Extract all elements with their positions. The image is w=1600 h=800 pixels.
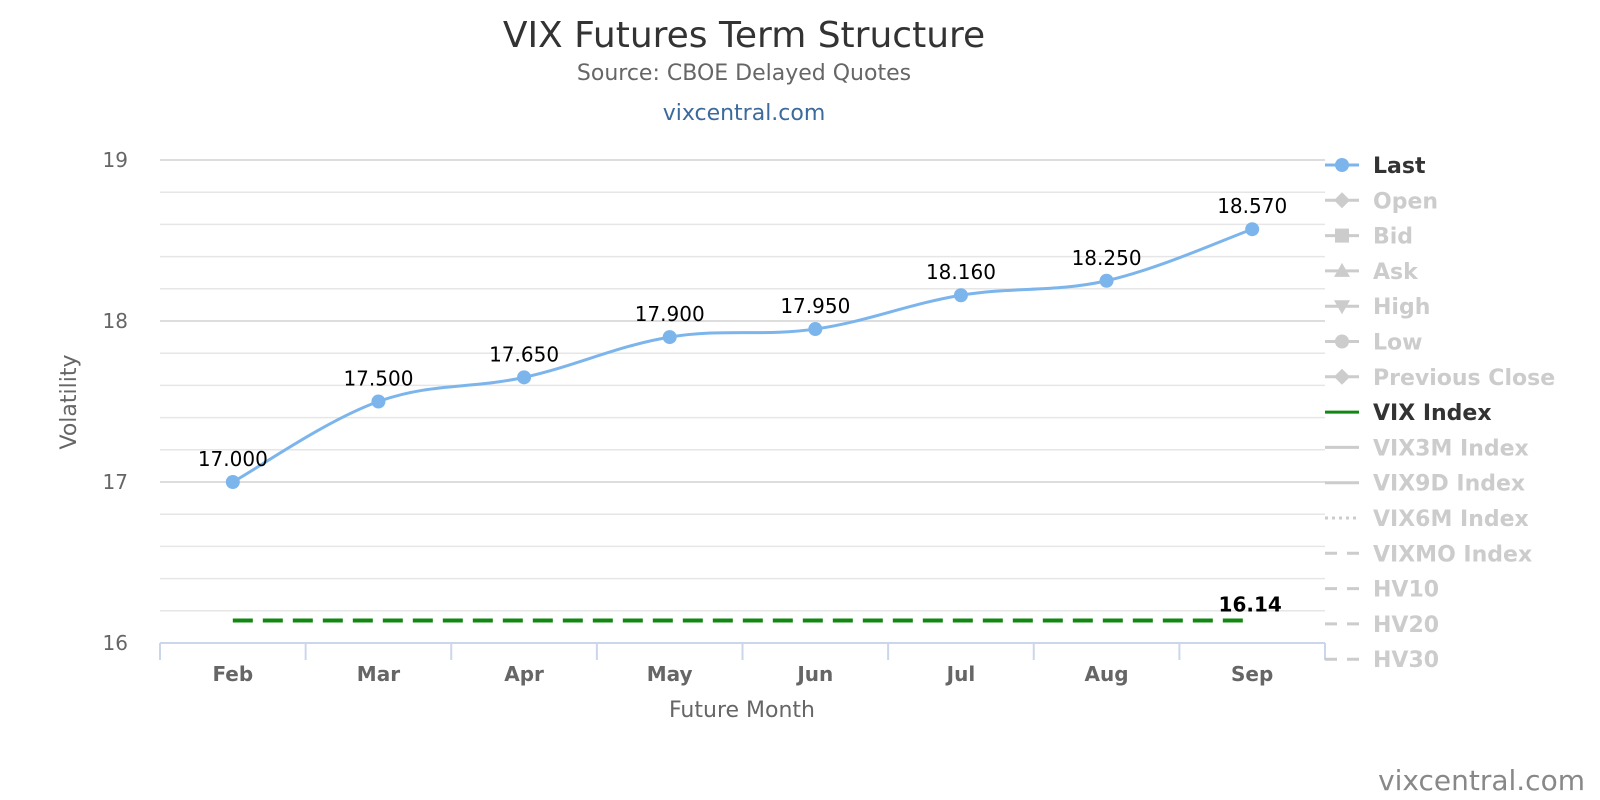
chart-title: VIX Futures Term Structure [503,15,985,56]
legend-item[interactable]: Ask [1325,260,1419,285]
legend-label: Bid [1373,225,1413,250]
legend-item[interactable]: Low [1325,331,1422,356]
last-data-point[interactable] [225,475,240,489]
y-tick-label: 17 [103,470,128,494]
y-tick-label: 18 [103,309,128,333]
x-tick-label: Feb [212,662,253,686]
legend-label: HV30 [1373,648,1439,673]
x-tick-label: Sep [1231,662,1273,686]
last-data-label: 17.950 [780,294,850,318]
legend-item[interactable]: VIX Index [1325,401,1492,426]
x-tick-label: Aug [1085,662,1129,686]
last-series-line[interactable] [232,227,1253,484]
y-tick-label: 16 [103,631,128,655]
legend-item[interactable]: Previous Close [1325,366,1555,391]
legend-label: VIX6M Index [1373,507,1529,532]
legend-diamond-icon [1334,192,1350,209]
chart-subtitle: Source: CBOE Delayed Quotes [577,61,911,86]
last-data-point[interactable] [517,370,532,385]
last-data-label: 18.570 [1217,194,1287,218]
legend-label: HV10 [1373,578,1439,603]
last-data-label: 18.160 [926,260,996,284]
last-data-point[interactable] [808,322,823,337]
vix-index-data-label: 16.14 [1219,592,1282,616]
legend: Last Open Bid Ask High Low Previous Close VIX I… [1325,154,1555,673]
series-last: 17.000 17.500 17.650 17.900 17.950 18.160 18.2… [198,194,1287,489]
last-data-point[interactable] [662,330,677,345]
x-tick-label: Mar [357,662,400,686]
y-axis-title: Volatility [57,354,82,449]
x-tick-label: May [647,662,693,686]
last-data-label: 17.500 [343,367,413,391]
last-data-point[interactable] [953,288,968,303]
legend-item[interactable]: Bid [1325,225,1413,250]
legend-diamond-icon [1334,368,1350,385]
grid-lines [160,159,1325,612]
legend-label: Low [1373,331,1422,356]
legend-label: Last [1373,154,1426,179]
y-axis: 16 17 18 19 [103,148,128,655]
legend-item[interactable]: VIX6M Index [1325,507,1529,532]
legend-item[interactable]: VIX9D Index [1325,472,1525,497]
x-tick-label: Jul [945,662,976,686]
last-data-label: 17.900 [635,302,705,326]
legend-label: Previous Close [1373,366,1555,391]
source-link[interactable]: vixcentral.com [663,101,826,126]
x-tick-label: Jun [795,662,833,686]
legend-item[interactable]: High [1325,295,1430,320]
legend-label: VIX9D Index [1373,472,1525,497]
legend-label: VIXMO Index [1373,542,1532,567]
legend-item[interactable]: VIXMO Index [1325,542,1532,567]
legend-item[interactable]: HV30 [1325,648,1439,673]
legend-label: HV20 [1373,613,1439,638]
legend-label: Open [1373,189,1438,214]
last-data-label: 18.250 [1072,246,1142,270]
x-axis-title: Future Month [669,698,815,723]
legend-triangle-down-icon [1334,300,1350,315]
legend-item[interactable]: Open [1325,189,1438,214]
legend-label: VIX3M Index [1373,436,1529,461]
legend-label: VIX Index [1373,401,1492,426]
legend-item[interactable]: Last [1325,154,1426,179]
last-data-label: 17.650 [489,342,559,366]
credit-text[interactable]: vixcentral.com [1378,764,1585,797]
legend-circle-icon [1335,158,1349,172]
last-data-point[interactable] [1245,222,1260,237]
legend-item[interactable]: HV20 [1325,613,1439,638]
legend-item[interactable]: HV10 [1325,578,1439,603]
last-data-point[interactable] [371,394,386,409]
legend-label: High [1373,295,1430,320]
chart-header: VIX Futures Term Structure Source: CBOE … [503,15,985,126]
last-data-point[interactable] [1099,273,1114,288]
legend-circle-icon [1335,334,1349,349]
series-vix-index: 16.14 [232,592,1282,623]
legend-square-icon [1335,228,1349,243]
x-tick-label: Apr [504,662,544,686]
legend-triangle-icon [1334,262,1350,277]
x-axis: Feb Mar Apr May Jun Jul Aug Sep [159,642,1326,686]
legend-item[interactable]: VIX3M Index [1325,436,1529,461]
last-data-label: 17.000 [198,447,268,471]
legend-label: Ask [1373,260,1419,285]
y-tick-label: 19 [103,148,128,172]
